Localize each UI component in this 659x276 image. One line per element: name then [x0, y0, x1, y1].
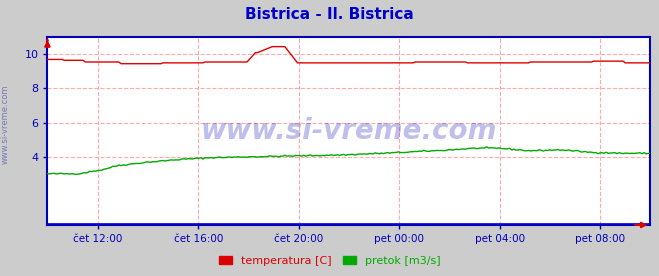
Text: www.si-vreme.com: www.si-vreme.com — [201, 117, 497, 145]
Text: Bistrica - Il. Bistrica: Bistrica - Il. Bistrica — [245, 7, 414, 22]
Legend: temperatura [C], pretok [m3/s]: temperatura [C], pretok [m3/s] — [214, 251, 445, 270]
Text: www.si-vreme.com: www.si-vreme.com — [1, 84, 10, 164]
